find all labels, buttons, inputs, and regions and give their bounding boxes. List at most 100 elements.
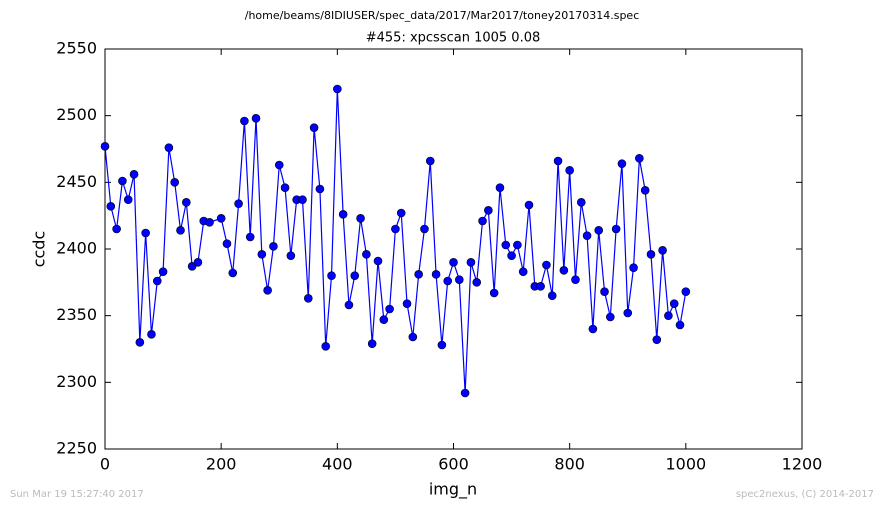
data-point: [431, 270, 441, 279]
x-tick-label: 200: [206, 455, 237, 474]
data-point: [385, 304, 394, 314]
data-point: [565, 166, 574, 175]
data-point: [524, 200, 534, 210]
data-point: [298, 195, 307, 204]
data-point: [379, 315, 389, 324]
data-point: [507, 251, 516, 260]
data-point: [373, 256, 383, 266]
data-point: [152, 276, 162, 286]
y-tick-label: 2350: [56, 305, 97, 324]
data-point: [396, 208, 406, 218]
data-point: [245, 232, 255, 242]
data-point: [617, 159, 627, 168]
data-point: [309, 123, 319, 132]
data-point: [588, 324, 598, 334]
data-point: [100, 142, 110, 151]
data-point: [646, 250, 656, 259]
data-point: [176, 226, 185, 235]
data-point: [664, 311, 673, 320]
data-point: [338, 210, 348, 219]
data-point: [158, 267, 168, 276]
data-point: [327, 271, 336, 280]
data-point: [408, 332, 418, 342]
data-point: [205, 218, 214, 227]
data-point: [455, 275, 464, 284]
y-tick-label: 2300: [56, 372, 97, 391]
data-point: [675, 320, 685, 330]
x-tick-label: 1200: [782, 455, 823, 474]
data-point: [658, 246, 667, 255]
data-point: [513, 240, 522, 250]
data-point: [193, 258, 203, 267]
data-point: [414, 270, 423, 279]
data-point: [640, 186, 650, 195]
data-point: [611, 224, 621, 234]
data-point: [280, 183, 290, 192]
data-point: [478, 216, 487, 226]
data-point: [286, 251, 296, 260]
data-point: [635, 154, 644, 163]
data-point: [228, 268, 238, 278]
data-point: [350, 271, 360, 280]
data-point: [623, 308, 633, 318]
data-point: [443, 276, 452, 286]
data-point: [669, 299, 679, 308]
data-point: [367, 339, 377, 348]
y-tick-label: 2500: [56, 105, 97, 124]
x-tick-label: 0: [100, 455, 110, 474]
data-point: [187, 262, 197, 271]
data-point: [135, 338, 145, 347]
data-point: [240, 116, 249, 126]
data-point: [222, 239, 232, 248]
data-point: [216, 214, 226, 223]
data-point: [315, 184, 325, 194]
data-point: [472, 278, 482, 287]
data-point: [170, 178, 179, 187]
data-point: [466, 258, 476, 267]
data-point: [600, 287, 609, 296]
data-point: [164, 143, 174, 152]
data-point: [536, 282, 545, 291]
data-point: [420, 224, 429, 234]
data-point: [495, 183, 505, 192]
data-point: [112, 224, 121, 234]
data-point: [257, 250, 267, 259]
data-point: [501, 240, 511, 250]
footer-right: spec2nexus, (C) 2014-2017: [736, 489, 874, 500]
y-tick-label: 2250: [56, 439, 97, 458]
data-point: [553, 156, 563, 166]
data-point: [356, 214, 365, 223]
y-tick-label: 2550: [56, 39, 97, 58]
data-point: [344, 300, 354, 310]
data-point: [391, 224, 400, 234]
x-tick-label: 600: [438, 455, 469, 474]
data-point: [629, 263, 638, 272]
data-point: [321, 342, 331, 351]
data-point: [606, 312, 615, 322]
data-point: [547, 291, 557, 300]
data-point: [106, 202, 116, 211]
x-axis-label: img_n: [429, 480, 477, 500]
data-point: [542, 260, 551, 270]
data-point: [484, 206, 493, 215]
data-point: [123, 195, 133, 204]
chart-subtitle: #455: xpcsscan 1005 0.08: [366, 31, 541, 46]
x-tick-label: 1000: [665, 455, 706, 474]
chart-title: /home/beams/8IDIUSER/spec_data/2017/Mar2…: [245, 9, 640, 22]
plot-frame: [104, 48, 803, 450]
data-point: [489, 288, 499, 298]
data-point: [263, 286, 272, 295]
data-point: [437, 340, 447, 350]
data-point: [129, 170, 139, 179]
y-tick-label: 2450: [56, 172, 97, 191]
data-point: [269, 242, 278, 251]
data-line: [104, 88, 687, 394]
data-point: [582, 231, 592, 240]
data-point: [518, 267, 528, 276]
data-point: [141, 228, 150, 238]
data-point: [576, 198, 586, 207]
data-point: [425, 156, 435, 166]
data-point: [559, 266, 569, 275]
data-point: [333, 84, 342, 94]
